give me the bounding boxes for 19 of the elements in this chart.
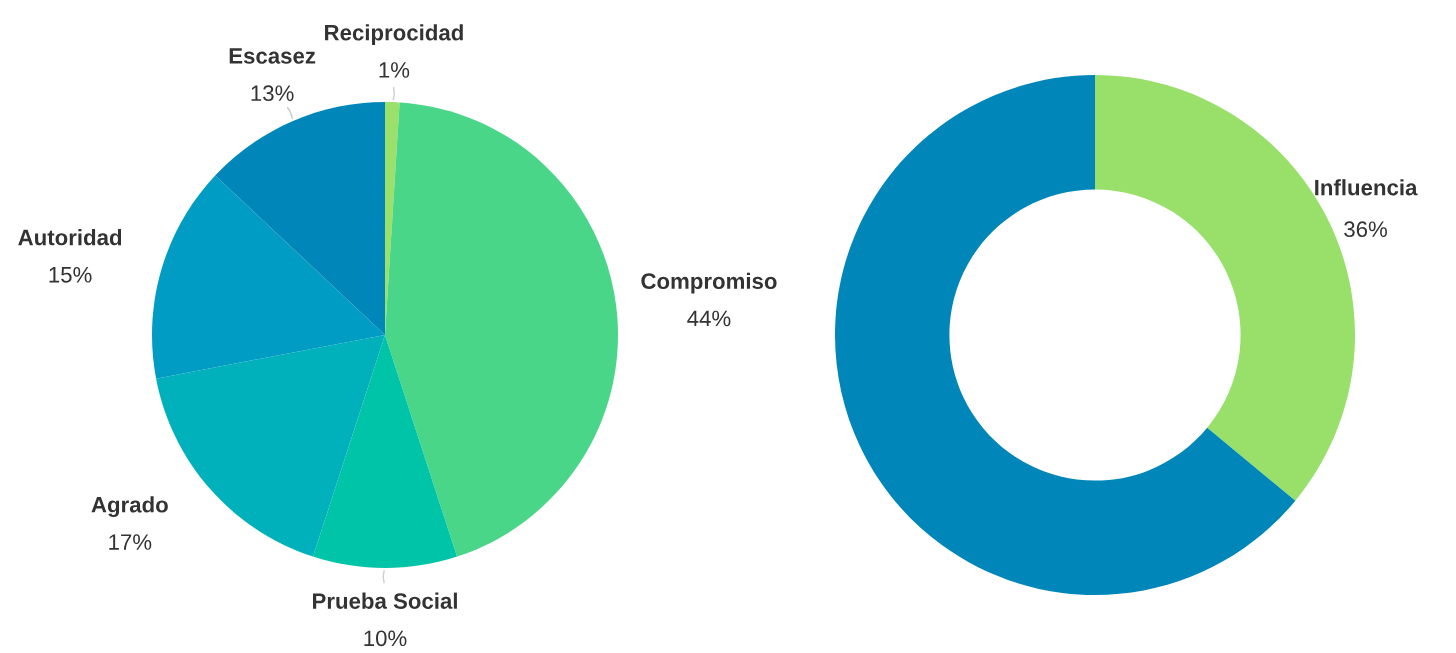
slice-label: Compromiso: [641, 272, 777, 294]
data-label: 17%: [109, 534, 152, 550]
slice-label: Autoridad: [18, 229, 122, 246]
data-label: 36%: [1344, 221, 1387, 238]
data-label: 10%: [364, 630, 407, 647]
pie-slice: [152, 175, 385, 379]
pie-slice: [215, 102, 385, 335]
slice-label: Influencia: [1315, 179, 1418, 196]
slice-label: Agrado: [91, 496, 168, 518]
donut-slice: [835, 75, 1296, 595]
data-label: 13%: [251, 85, 294, 102]
slice-label: Reciprocidad: [325, 24, 463, 45]
data-label: 1%: [379, 62, 410, 78]
data-label: 15%: [49, 266, 92, 283]
pie-slice: [313, 335, 457, 568]
slice-label: Prueba Social: [313, 592, 457, 609]
slice-label: Escasez: [229, 48, 316, 64]
pie-slice: [385, 102, 618, 557]
data-label: 44%: [687, 310, 731, 327]
